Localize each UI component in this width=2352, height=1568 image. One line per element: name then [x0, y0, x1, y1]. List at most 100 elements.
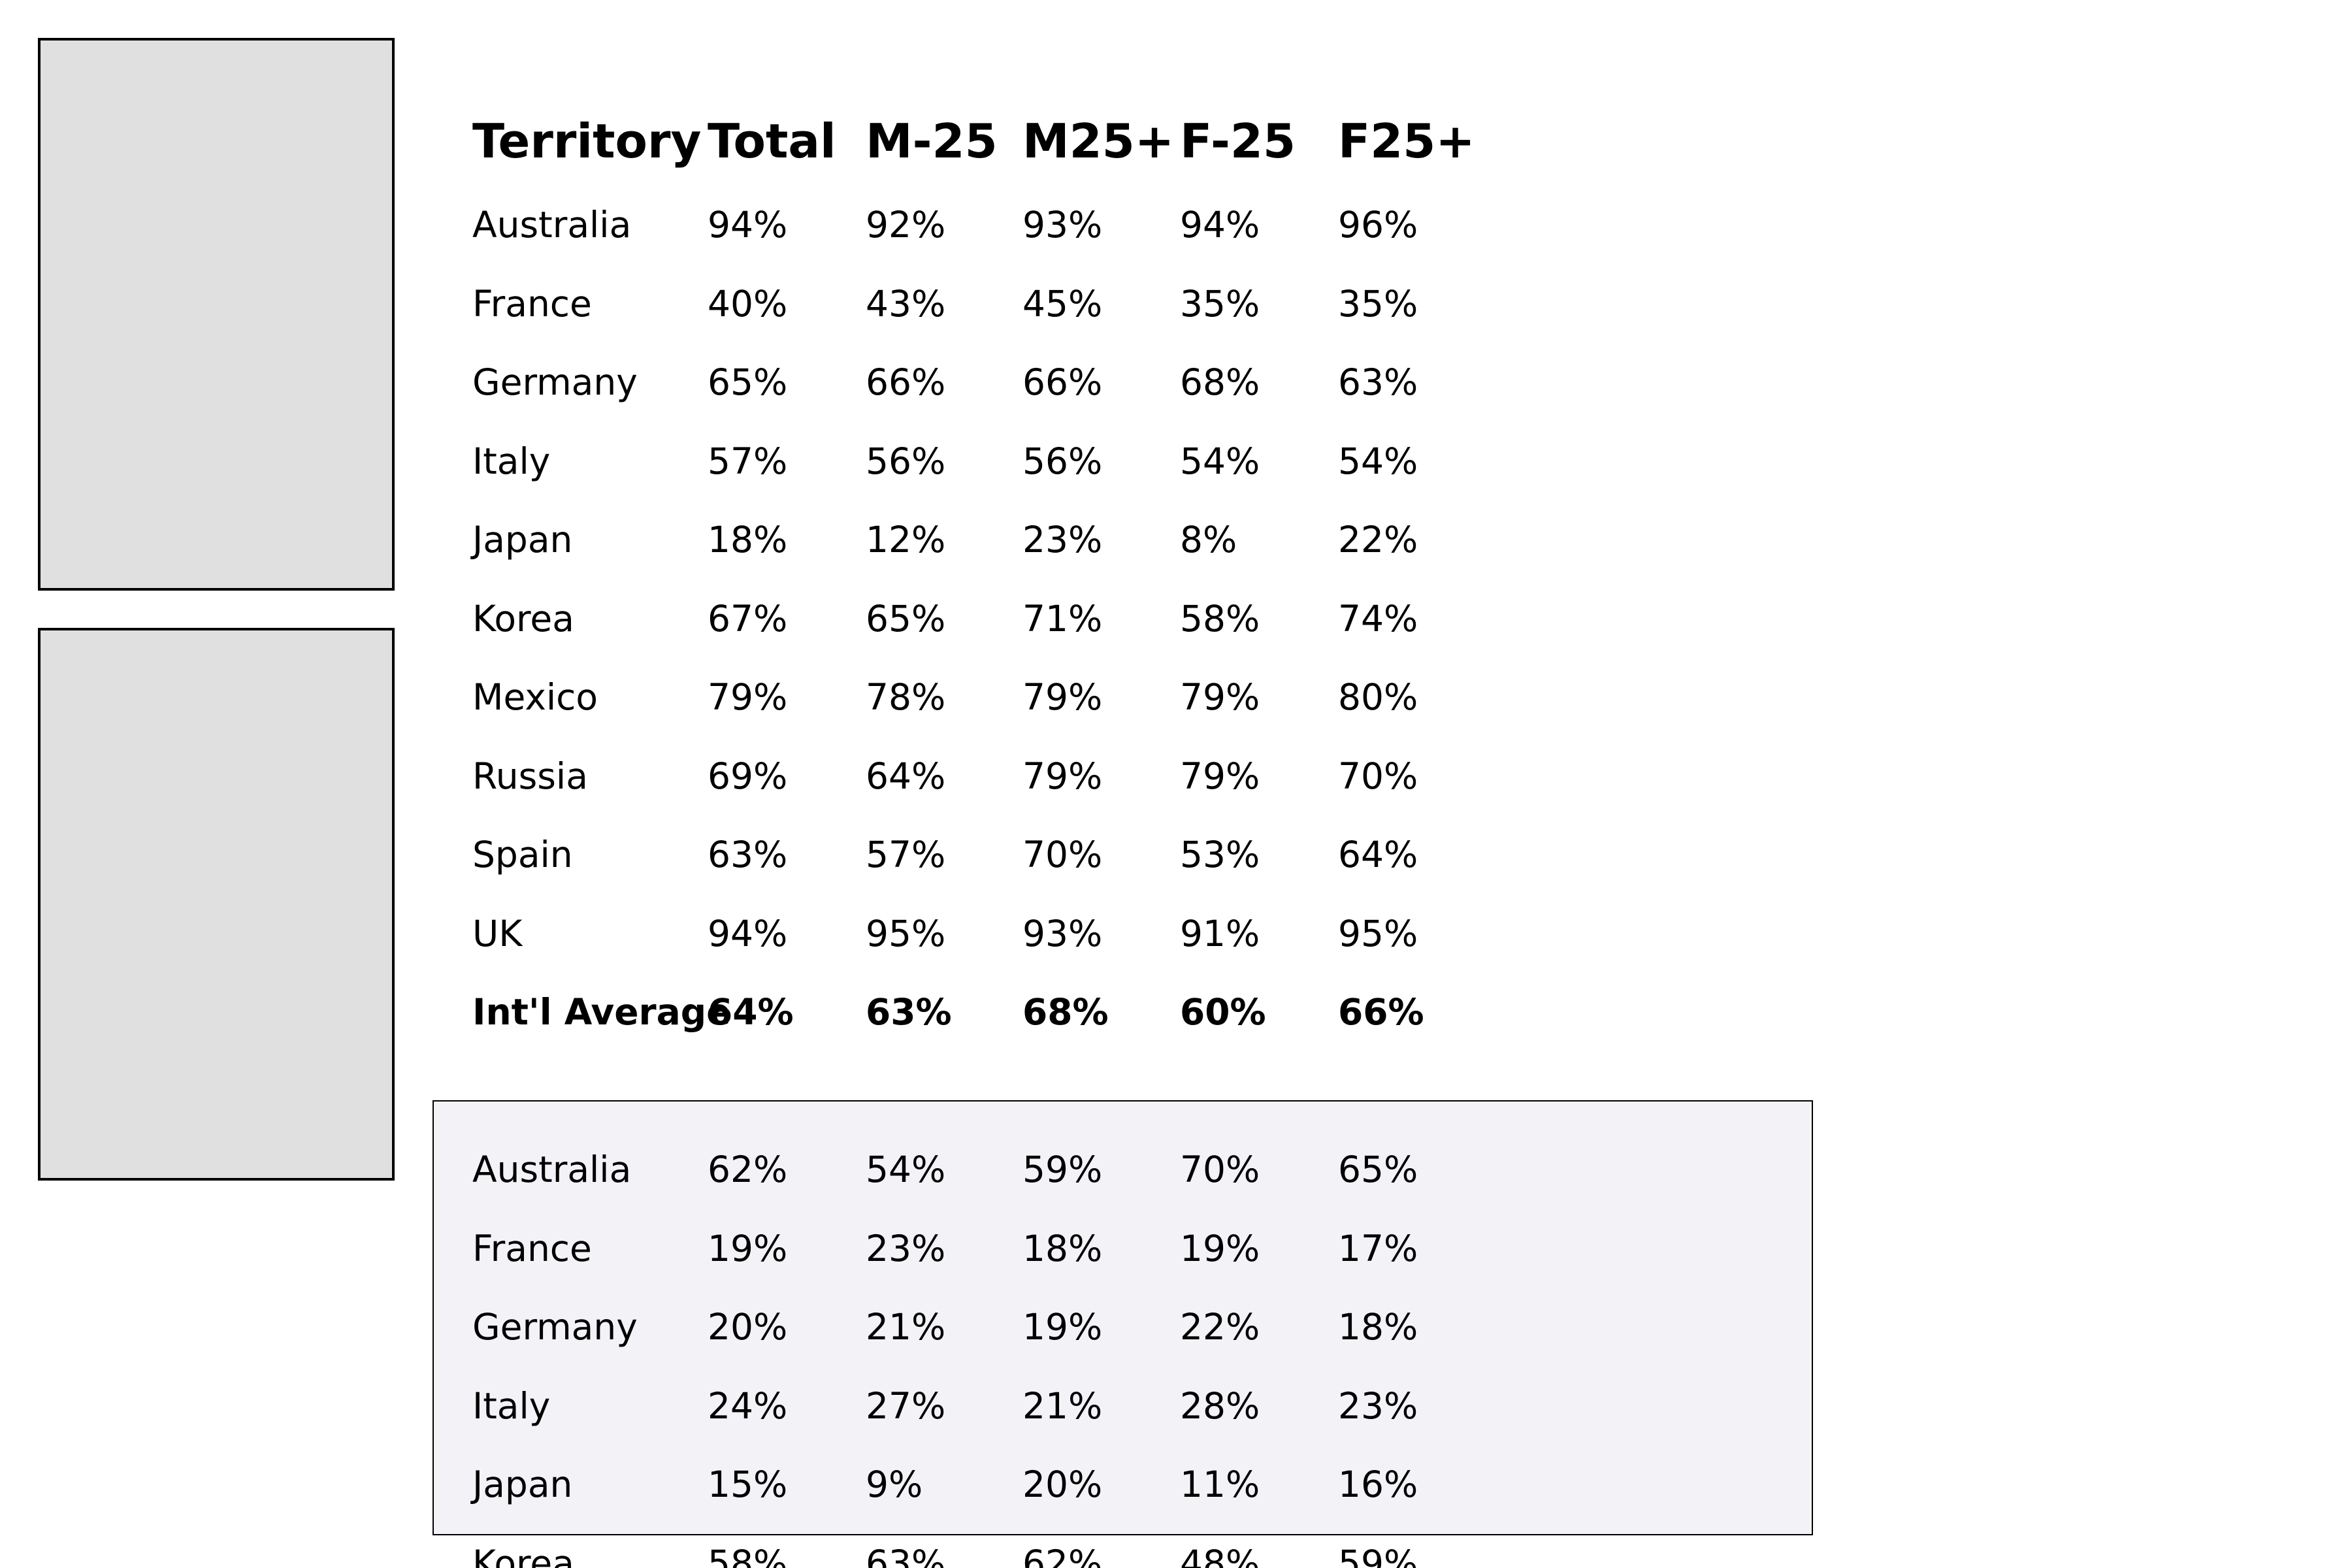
value-cell: 70% [1338, 755, 1418, 797]
value-cell: 93% [1022, 204, 1103, 246]
value-cell: 35% [1338, 282, 1418, 325]
value-cell: 58% [708, 1542, 788, 1568]
value-cell: 20% [708, 1306, 788, 1348]
table-row: UK 94% 95% 93% 91% 95% [0, 912, 1418, 994]
value-cell: 23% [866, 1227, 946, 1269]
value-cell: 62% [1022, 1542, 1103, 1568]
table-row: Italy 24% 27% 21% 28% 23% [0, 1384, 1418, 1467]
column-header: Territory [472, 114, 702, 169]
value-cell: 68% [1022, 991, 1109, 1033]
value-cell: 18% [1022, 1227, 1103, 1269]
value-cell: 16% [1338, 1463, 1418, 1505]
territory-cell: Spain [472, 834, 573, 875]
value-cell: 19% [1022, 1306, 1103, 1348]
value-cell: 70% [1022, 834, 1103, 875]
value-cell: 12% [866, 519, 946, 561]
value-cell: 24% [708, 1384, 788, 1427]
value-cell: 18% [1338, 1306, 1418, 1348]
value-cell: 21% [1022, 1384, 1103, 1427]
value-cell: 43% [866, 282, 946, 325]
territory-cell: Germany [472, 361, 638, 403]
column-header: F25+ [1338, 114, 1475, 169]
value-cell: 79% [1180, 676, 1260, 718]
territory-cell: Japan [472, 519, 573, 561]
table-row: Italy 57% 56% 56% 54% 54% [0, 440, 1418, 522]
value-cell: 71% [1022, 597, 1103, 640]
value-cell: 8% [1180, 519, 1237, 561]
territory-cell: UK [472, 912, 523, 955]
value-cell: 45% [1022, 282, 1103, 325]
value-cell: 17% [1338, 1227, 1418, 1269]
table-row: Australia 62% 54% 59% 70% 65% [0, 1149, 1418, 1230]
territory-cell: Germany [472, 1306, 638, 1348]
value-cell: 19% [708, 1227, 788, 1269]
value-cell: 28% [1180, 1384, 1260, 1427]
value-cell: 48% [1180, 1542, 1260, 1568]
table-row: Spain 63% 57% 70% 53% 64% [0, 834, 1418, 915]
value-cell: 66% [866, 361, 946, 403]
value-cell: 95% [866, 912, 946, 955]
value-cell: 63% [866, 991, 952, 1033]
territory-cell: Japan [472, 1463, 573, 1505]
value-cell: 27% [866, 1384, 946, 1427]
value-cell: 94% [708, 204, 788, 246]
value-cell: 63% [866, 1542, 946, 1568]
value-cell: 93% [1022, 912, 1103, 955]
image-placeholder-bottom [38, 628, 395, 1181]
territory-cell: France [472, 1227, 592, 1269]
territory-cell: France [472, 282, 592, 325]
table-row: Korea 58% 63% 62% 48% 59% [0, 1542, 1418, 1568]
table-row: Australia 94% 92% 93% 94% 96% [0, 204, 1418, 286]
value-cell: 59% [1022, 1149, 1103, 1190]
value-cell: 78% [866, 676, 946, 718]
value-cell: 79% [1022, 676, 1103, 718]
value-cell: 21% [866, 1306, 946, 1348]
value-cell: 62% [708, 1149, 788, 1190]
value-cell: 57% [708, 440, 788, 482]
table-row: Russia 69% 64% 79% 79% 70% [0, 755, 1418, 837]
table-row: France 19% 23% 18% 19% 17% [0, 1227, 1418, 1309]
value-cell: 80% [1338, 676, 1418, 718]
territory-cell: Italy [472, 1384, 551, 1427]
territory-cell: Mexico [472, 676, 598, 718]
value-cell: 69% [708, 755, 788, 797]
value-cell: 68% [1180, 361, 1260, 403]
column-header: Total [708, 114, 836, 169]
value-cell: 22% [1180, 1306, 1260, 1348]
value-cell: 65% [1338, 1149, 1418, 1190]
value-cell: 79% [1022, 755, 1103, 797]
image-placeholder-top [38, 38, 395, 591]
value-cell: 54% [1338, 440, 1418, 482]
table-row: Germany 20% 21% 19% 22% 18% [0, 1306, 1418, 1388]
table-row: Korea 67% 65% 71% 58% 74% [0, 597, 1418, 679]
value-cell: 79% [1180, 755, 1260, 797]
territory-cell: Australia [472, 204, 632, 246]
value-cell: 94% [1180, 204, 1260, 246]
value-cell: 40% [708, 282, 788, 325]
value-cell: 59% [1338, 1542, 1418, 1568]
value-cell: 35% [1180, 282, 1260, 325]
value-cell: 70% [1180, 1149, 1260, 1190]
value-cell: 65% [708, 361, 788, 403]
value-cell: 63% [1338, 361, 1418, 403]
value-cell: 64% [1338, 834, 1418, 875]
table-row: Germany 65% 66% 66% 68% 63% [0, 361, 1418, 443]
value-cell: 15% [708, 1463, 788, 1505]
value-cell: 54% [866, 1149, 946, 1190]
value-cell: 67% [708, 597, 788, 640]
value-cell: 20% [1022, 1463, 1103, 1505]
territory-cell: Italy [472, 440, 551, 482]
value-cell: 94% [708, 912, 788, 955]
value-cell: 74% [1338, 597, 1418, 640]
value-cell: 95% [1338, 912, 1418, 955]
column-header: M-25 [866, 114, 998, 169]
table-header-row: Territory Total M-25 M25+ F-25 F25+ [0, 114, 1475, 196]
value-cell: 66% [1338, 991, 1424, 1033]
value-cell: 64% [866, 755, 946, 797]
territory-cell: Korea [472, 597, 574, 640]
table-row: Japan 15% 9% 20% 11% 16% [0, 1463, 1418, 1545]
value-cell: 58% [1180, 597, 1260, 640]
value-cell: 56% [1022, 440, 1103, 482]
value-cell: 9% [866, 1463, 923, 1505]
table-row: Mexico 79% 78% 79% 79% 80% [0, 676, 1418, 758]
